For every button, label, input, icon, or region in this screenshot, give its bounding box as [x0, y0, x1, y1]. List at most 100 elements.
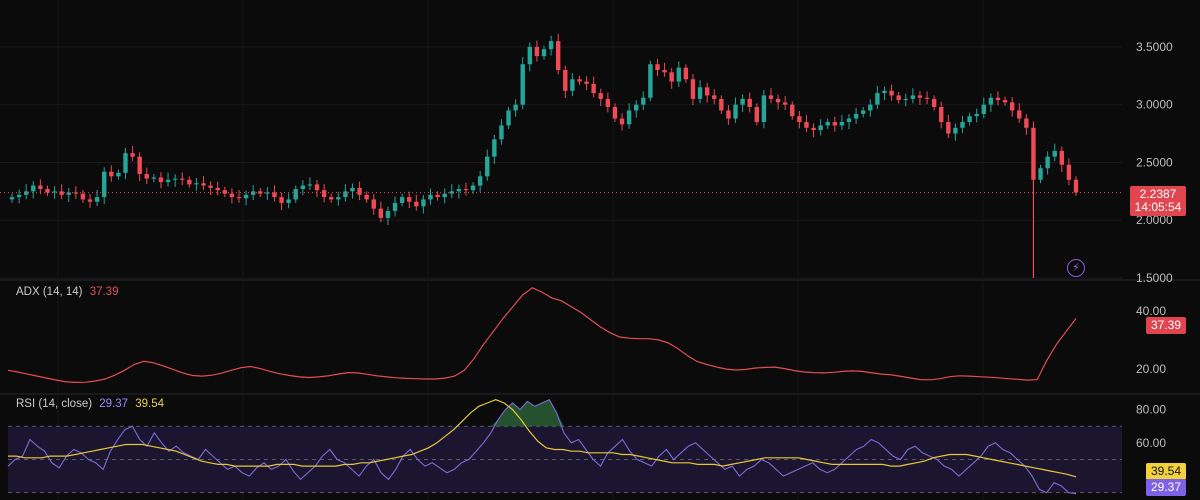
candle-body — [839, 122, 845, 126]
candle-body — [924, 97, 930, 99]
candle-body — [470, 185, 476, 191]
candle-body — [208, 185, 213, 188]
rsi-line — [7, 398, 1077, 495]
candle-body — [676, 67, 681, 82]
candle-body — [87, 199, 93, 202]
candle-body — [73, 192, 79, 194]
candle-body — [314, 184, 320, 191]
candle-body — [782, 102, 788, 105]
candle-body — [215, 187, 220, 191]
candle-body — [265, 192, 270, 194]
lightning-icon[interactable]: ⚡ — [1067, 259, 1085, 277]
candle-body — [875, 93, 880, 105]
candle-body — [861, 110, 866, 114]
candle-body — [726, 110, 731, 119]
adx-tick-label: 40.00 — [1136, 304, 1166, 318]
candle-body — [520, 64, 525, 105]
candle-body — [626, 110, 632, 125]
candle-body — [343, 191, 348, 198]
candle-body — [960, 122, 965, 128]
rsi-tick-label: 80.00 — [1136, 403, 1166, 417]
candle-body — [946, 122, 951, 134]
rsi-tick-label: 60.00 — [1136, 436, 1166, 450]
candle-body — [165, 179, 171, 183]
candle-body — [513, 104, 518, 111]
candle-body — [229, 193, 235, 198]
candle-body — [953, 127, 958, 134]
price-tick-label: 2.5000 — [1136, 155, 1173, 169]
candle-body — [151, 177, 157, 179]
candle-body — [619, 118, 625, 125]
candle-body — [158, 177, 164, 183]
candle-body — [570, 79, 575, 91]
candle-body — [187, 179, 192, 185]
candle-body — [222, 190, 227, 194]
candle-body — [825, 122, 830, 126]
candle-body — [407, 197, 412, 202]
price-tick-label: 1.5000 — [1136, 271, 1173, 285]
candle-body — [456, 189, 462, 192]
adx-value-tag: 37.39 — [1145, 317, 1186, 334]
rsi-tag-text: 29.37 — [1150, 480, 1181, 494]
candle-body — [634, 104, 639, 111]
candle-body — [357, 187, 362, 195]
candle-body — [868, 104, 873, 111]
candle-body — [293, 189, 298, 200]
candle-body — [1059, 150, 1065, 165]
candle-body — [683, 67, 689, 80]
candle-body — [16, 194, 22, 198]
candle-body — [94, 197, 100, 202]
candle-body — [286, 199, 291, 203]
rsi-ma-line — [8, 399, 1077, 478]
candle-body — [492, 139, 497, 157]
candle-body — [364, 194, 369, 200]
candle-body — [123, 153, 128, 173]
candle-body — [1045, 156, 1050, 169]
candle-body — [790, 104, 795, 117]
candle-body — [733, 104, 738, 119]
candle-body — [555, 41, 561, 70]
candle-body — [321, 190, 327, 198]
candle-body — [740, 98, 745, 105]
rsi-ma-tag: 39.54 — [1145, 463, 1186, 480]
candle-body — [853, 113, 859, 119]
candle-body — [66, 192, 71, 195]
adx-pane — [7, 287, 1077, 384]
adx-value: 37.39 — [89, 286, 119, 298]
candle-body — [201, 183, 206, 186]
candle-body — [775, 98, 781, 103]
adx-legend[interactable]: ADX (14, 14) 37.39 — [16, 286, 118, 298]
adx-tick-label: 20.00 — [1136, 362, 1166, 376]
candle-body — [527, 46, 533, 65]
candle-body — [243, 194, 249, 199]
candle-body — [336, 197, 341, 200]
candle-body — [385, 210, 391, 218]
candle-body — [612, 106, 618, 119]
candle-body — [563, 70, 568, 91]
candle-body — [548, 41, 554, 50]
candle-body — [392, 202, 398, 211]
candle-body — [463, 189, 469, 191]
candle-body — [137, 156, 142, 174]
price-tick-label: 2.0000 — [1136, 213, 1173, 227]
candle-body — [477, 176, 483, 186]
candle-body — [236, 197, 242, 199]
candle-body — [704, 87, 710, 96]
rsi-legend[interactable]: RSI (14, close) 29.37 39.54 — [16, 398, 164, 410]
candle-body — [768, 95, 774, 99]
candle-body — [754, 106, 759, 122]
candle-body — [329, 197, 334, 200]
candle-body — [485, 156, 490, 177]
candle-body — [172, 178, 178, 180]
candle-body — [31, 185, 36, 192]
candle-body — [541, 49, 547, 57]
candle-body — [350, 187, 355, 192]
candle-body — [534, 46, 540, 57]
candle-body — [499, 125, 504, 140]
candle-body — [435, 194, 440, 198]
candle-body — [605, 98, 611, 107]
candle-body — [250, 191, 256, 195]
candle-body — [45, 189, 50, 193]
candle-body — [1002, 100, 1008, 103]
